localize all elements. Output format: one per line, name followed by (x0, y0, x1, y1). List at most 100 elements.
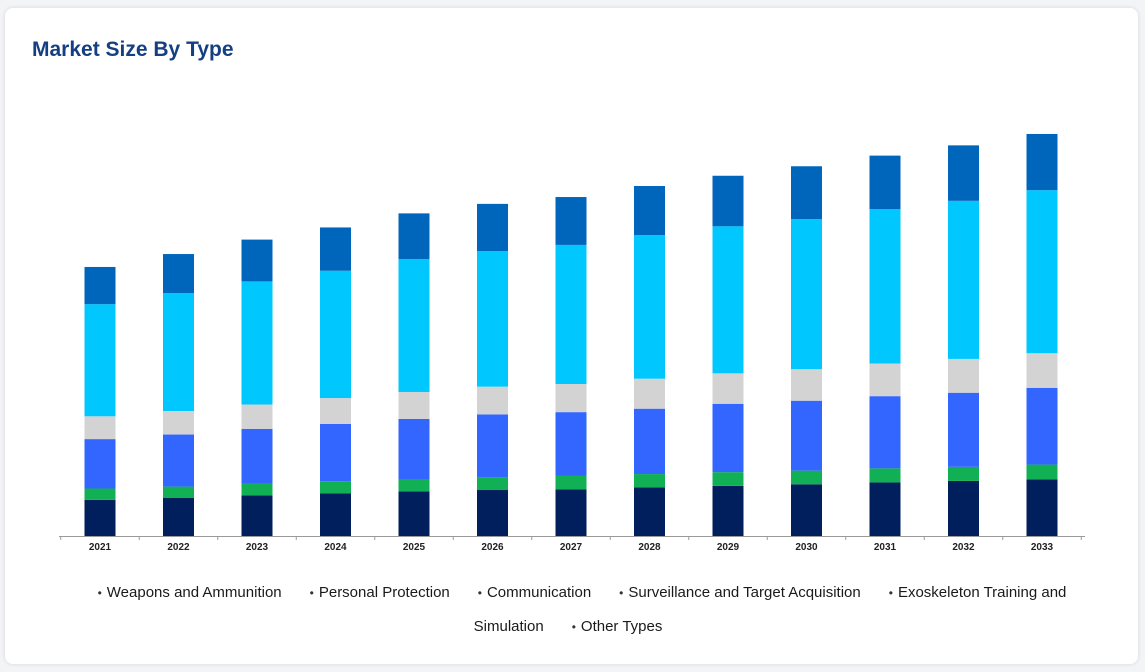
bar-segment-2033-4 (1026, 353, 1058, 388)
bar-segment-2023-3 (241, 428, 273, 484)
chart-card: Market Size By Type 2021 2022 2023 2024 2025… (5, 8, 1138, 664)
bar-segment-2029-4 (712, 373, 744, 404)
legend-label: Communication (486, 584, 592, 601)
bar-segment-2030-5 (791, 219, 822, 370)
bar-segment-2031-3 (869, 396, 901, 469)
bar-segment-2021-3 (84, 439, 116, 489)
bar-segment-2031-1 (869, 482, 901, 536)
bar-segment-2032-3 (948, 392, 979, 467)
legend-item: • Communication (478, 584, 591, 601)
bar-segment-2033-1 (1026, 479, 1058, 536)
x-tick-label: 2028 (638, 542, 661, 553)
legend-label: Personal Protection (318, 584, 450, 601)
bar-segment-2025-6 (398, 213, 430, 259)
bar-segment-2030-3 (791, 400, 822, 471)
bar-segment-2031-5 (869, 209, 901, 364)
bar-segment-2022-4 (163, 410, 194, 435)
x-tick-label: 2030 (795, 542, 818, 553)
bar-segment-2033-3 (1026, 387, 1058, 465)
bar-segment-2028-3 (634, 408, 665, 475)
bar-segment-2027-1 (555, 489, 587, 536)
bar-segment-2032-4 (948, 358, 979, 393)
legend-label: Other Types (580, 618, 663, 635)
legend-label: Weapons and Ammunition (106, 584, 282, 601)
legend-bullet-icon: • (619, 586, 624, 600)
x-tick-label: 2024 (324, 542, 347, 553)
bar-segment-2021-6 (84, 266, 116, 305)
x-tick-label: 2032 (952, 542, 975, 553)
bar-segment-2025-3 (398, 418, 430, 479)
bar-segment-2024-6 (320, 227, 351, 271)
legend-bullet-icon: • (571, 620, 576, 634)
bar-segment-2030-6 (791, 166, 822, 220)
bar-segment-2021-1 (84, 499, 116, 536)
legend-bullet-icon: • (97, 586, 102, 600)
x-tick-label: 2023 (246, 542, 269, 553)
bar-segment-2030-2 (791, 470, 822, 485)
bar-segment-2028-5 (634, 235, 665, 379)
bar-segment-2032-2 (948, 466, 979, 481)
bar-segment-2027-4 (555, 384, 587, 413)
bar-segment-2022-3 (163, 434, 194, 487)
bar-segment-2033-2 (1026, 464, 1058, 480)
bar-segment-2029-5 (712, 226, 744, 374)
bar-segment-2024-1 (320, 493, 351, 536)
bar-segment-2024-2 (320, 481, 351, 494)
legend-label: Surveillance and Target Acquisition (628, 584, 861, 601)
legend-bullet-icon: • (309, 586, 314, 600)
bar-segment-2028-2 (634, 474, 665, 488)
bar-segment-2027-5 (555, 244, 587, 384)
bar-segment-2029-3 (712, 403, 744, 473)
bar-segment-2021-5 (84, 304, 116, 417)
bar-segment-2024-5 (320, 270, 351, 399)
bar-segment-2029-1 (712, 485, 744, 536)
bar-segment-2025-1 (398, 491, 430, 536)
legend-bullet-icon: • (477, 586, 482, 600)
bar-segment-2032-5 (948, 200, 979, 359)
bar-segment-2024-4 (320, 398, 351, 424)
bar-segment-2031-4 (869, 363, 901, 397)
x-tick-label: 2033 (1031, 542, 1054, 553)
legend-item: • Personal Protection (310, 584, 450, 601)
legend-item: • Exoskeleton Training and Simulation (474, 584, 1067, 635)
bar-segment-2029-6 (712, 175, 744, 227)
bar-segment-2023-1 (241, 495, 273, 536)
bar-segment-2022-6 (163, 254, 194, 294)
bar-segment-2023-4 (241, 404, 273, 429)
bar-segment-2033-6 (1026, 133, 1058, 191)
bar-segment-2032-6 (948, 145, 979, 201)
bar-segment-2027-3 (555, 412, 587, 476)
bar-segment-2023-5 (241, 281, 273, 405)
legend-label: Exoskeleton Training and Simulation (473, 584, 1067, 635)
bar-segment-2031-2 (869, 468, 901, 483)
chart-legend: • Weapons and Ammunition • Personal Protect… (65, 576, 1085, 644)
bar-segment-2026-2 (477, 477, 508, 491)
bar-segment-2021-4 (84, 416, 116, 440)
x-tick-label: 2021 (89, 542, 112, 553)
x-tick-label: 2027 (560, 542, 583, 553)
bar-segment-2030-1 (791, 484, 822, 536)
bar-segment-2022-1 (163, 498, 194, 536)
bar-segment-2028-1 (634, 487, 665, 536)
chart-title: Market Size By Type (32, 38, 234, 61)
bar-segment-2026-4 (477, 386, 508, 415)
bar-segment-2022-2 (163, 486, 194, 498)
bar-segment-2032-1 (948, 480, 979, 536)
x-tick-label: 2026 (481, 542, 504, 553)
x-tick-label: 2025 (403, 542, 426, 553)
legend-item: • Weapons and Ammunition (98, 584, 282, 601)
bar-segment-2027-2 (555, 475, 587, 490)
bar-segment-2030-4 (791, 369, 822, 401)
stacked-bar-chart: 2021 2022 2023 2024 2025 2026 2027 2028 2029 2030… (59, 133, 1085, 553)
bar-segment-2029-2 (712, 472, 744, 486)
bar-segment-2026-1 (477, 490, 508, 536)
bar-segment-2021-2 (84, 488, 116, 500)
bar-segment-2022-5 (163, 293, 194, 411)
bar-segment-2027-6 (555, 197, 587, 245)
x-tick-label: 2029 (717, 542, 740, 553)
legend-item: • Surveillance and Target Acquisition (619, 584, 861, 601)
bar-segment-2028-4 (634, 378, 665, 409)
bar-segment-2026-5 (477, 251, 508, 387)
bar-segment-2025-4 (398, 391, 430, 419)
x-tick-label: 2031 (874, 542, 897, 553)
